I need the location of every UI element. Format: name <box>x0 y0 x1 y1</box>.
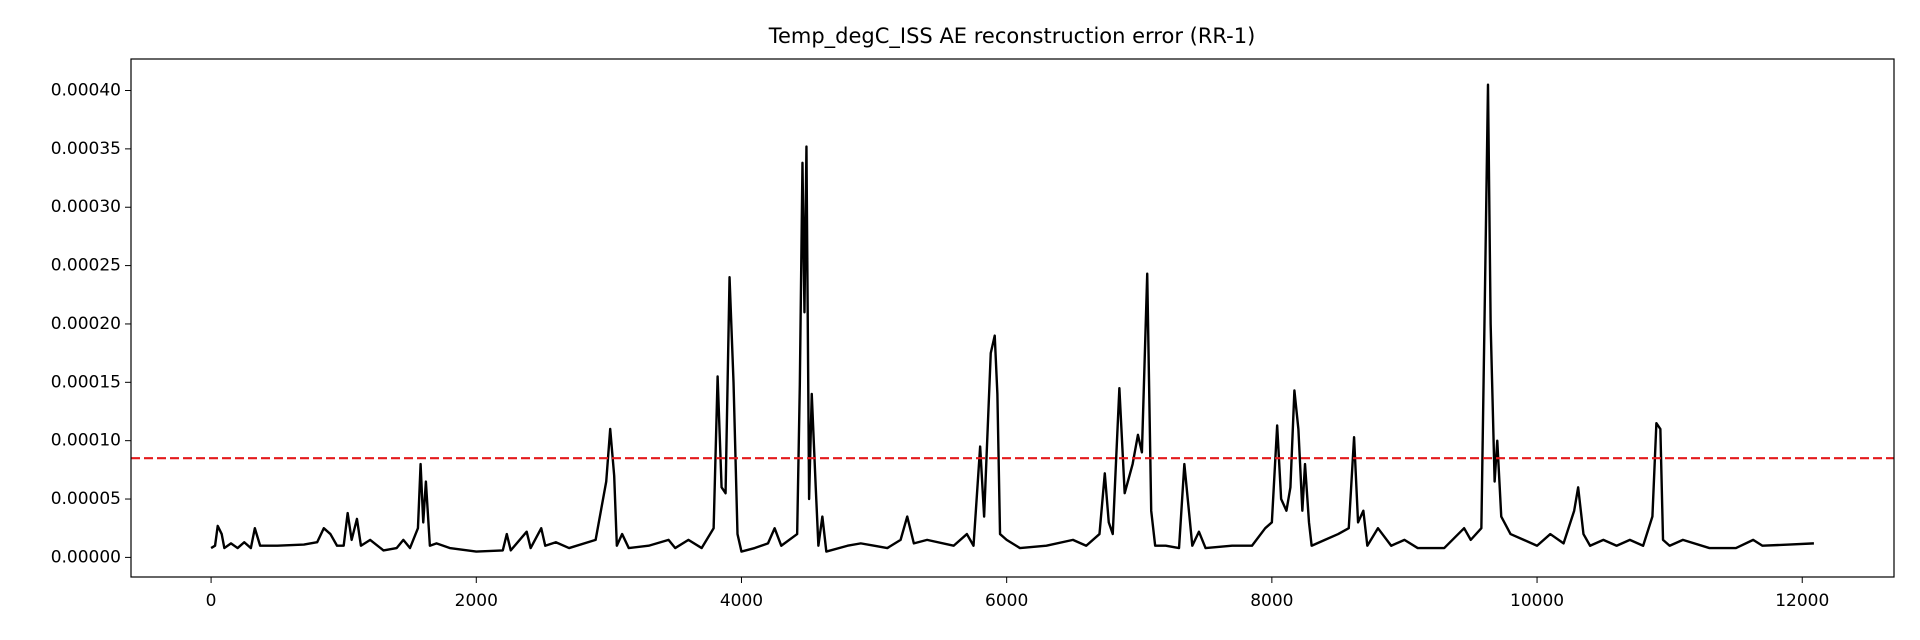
y-tick-label: 0.00000 <box>51 547 121 567</box>
error-line <box>210 83 1814 553</box>
y-tick-label: 0.00005 <box>51 489 121 509</box>
y-tick-label: 0.00015 <box>51 372 121 392</box>
y-tick-label: 0.00010 <box>51 431 121 451</box>
x-tick-label: 8000 <box>1250 591 1293 611</box>
chart-title: Temp_degC_ISS AE reconstruction error (R… <box>768 24 1256 49</box>
y-tick-label: 0.00030 <box>51 197 121 217</box>
x-tick-label: 12000 <box>1775 591 1829 611</box>
x-tick-label: 6000 <box>985 591 1028 611</box>
y-tick-label: 0.00040 <box>51 81 121 101</box>
x-tick-label: 4000 <box>720 591 763 611</box>
y-tick-label: 0.00035 <box>51 139 121 159</box>
x-tick-label: 2000 <box>455 591 498 611</box>
x-tick-label: 10000 <box>1510 591 1564 611</box>
y-tick-label: 0.00025 <box>51 256 121 276</box>
x-tick-label: 0 <box>206 591 217 611</box>
plot-frame <box>130 58 1895 578</box>
y-tick-label: 0.00020 <box>51 314 121 334</box>
